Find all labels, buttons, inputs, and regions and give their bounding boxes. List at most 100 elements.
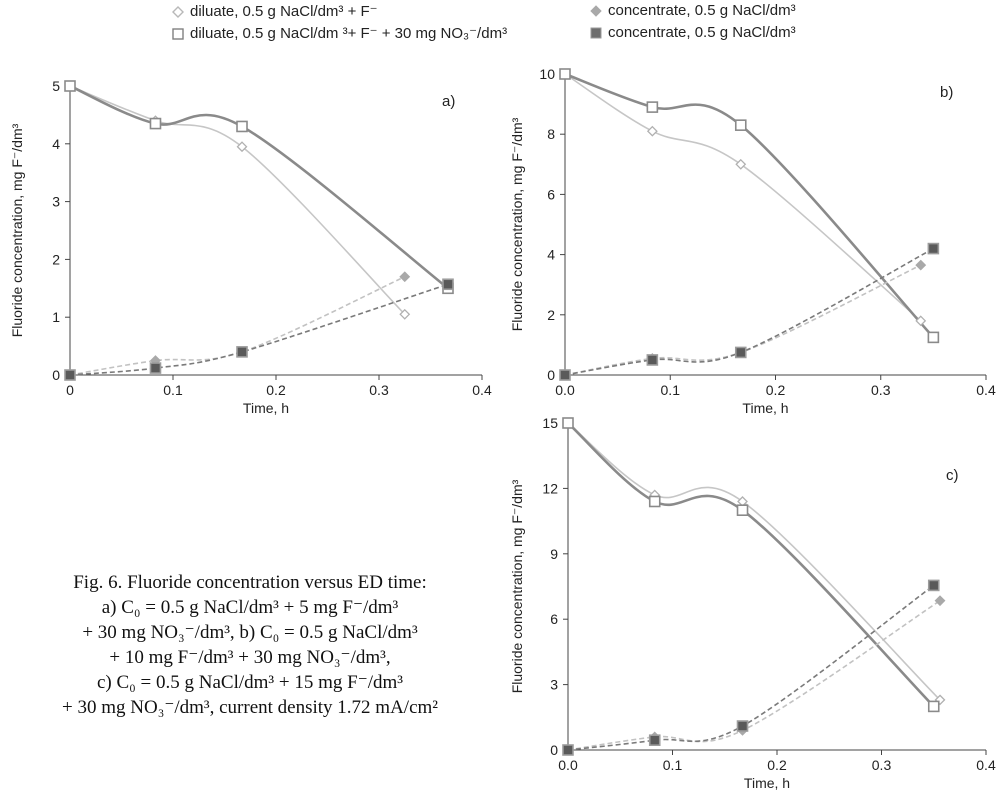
- x-tick-label: 0.2: [767, 757, 787, 773]
- caption-line: c) C₀ = 0.5 g NaCl/dm³ + 15 mg F⁻/dm³: [97, 672, 403, 693]
- y-tick-label: 6: [547, 186, 555, 202]
- caption-line: + 30 mg NO₃⁻/dm³, b) C₀ = 0.5 g NaCl/dm³: [82, 622, 418, 643]
- x-tick-label: 0.1: [163, 382, 183, 398]
- legend-label: diluate, 0.5 g NaCl/dm ³+ F⁻ + 30 mg NO₃…: [190, 25, 508, 42]
- data-point: [927, 700, 940, 713]
- series-line: [69, 85, 406, 315]
- data-point: [562, 744, 574, 756]
- data-point: [648, 734, 661, 746]
- legend-label: concentrate, 0.5 g NaCl/dm³: [608, 2, 796, 19]
- data-point: [236, 141, 248, 153]
- data-point: [64, 369, 76, 381]
- data-point: [934, 595, 946, 607]
- y-tick-label: 15: [542, 415, 558, 431]
- chart-panel-b: 0.0 0.1 0.2 0.3 0.4 0 2 4 6 8 10 Time, h Fluoride co…: [500, 50, 1001, 416]
- data-point: [399, 308, 411, 320]
- y-tick-label: 2: [52, 251, 60, 267]
- data-point: [399, 271, 411, 283]
- y-tick-label: 4: [52, 136, 60, 152]
- chart-panel-a: 0 0.1 0.2 0.3 0.4 0 1 2 3 4 5 Time, h Fluoride conce…: [0, 50, 500, 416]
- chart-a-svg: 0 0.1 0.2 0.3 0.4 0 1 2 3 4 5 Time, h Fluoride conce…: [9, 78, 492, 416]
- y-tick-label: 4: [547, 247, 555, 263]
- y-tick-label: 2: [547, 307, 555, 323]
- y-tick-label: 12: [542, 480, 558, 496]
- data-point: [915, 315, 927, 327]
- data-point: [735, 158, 747, 170]
- series-line: [69, 283, 449, 376]
- legend-item-concentrate-nitrate: concentrate, 0.5 g NaCl/dm³: [590, 24, 796, 41]
- chart-c-svg: 0.0 0.1 0.2 0.3 0.4 0 3 6 9 12 15 Time, h Fluoride c…: [509, 415, 996, 791]
- x-tick-label: 0.2: [266, 382, 286, 398]
- y-tick-label: 10: [539, 66, 555, 82]
- y-tick-label: 6: [550, 611, 558, 627]
- data-point: [736, 720, 749, 732]
- y-axis-label: Fluoride concentration, mg F⁻/dm³: [9, 123, 25, 337]
- data-point: [646, 101, 659, 113]
- x-axis-label: Time, h: [742, 400, 788, 416]
- legend-item-diluate: diluate, 0.5 g NaCl/dm³ + F⁻: [172, 2, 378, 20]
- data-point: [559, 369, 571, 381]
- x-tick-label: 0.1: [661, 382, 681, 398]
- data-point: [149, 117, 162, 130]
- caption-line: Fig. 6. Fluoride concentration versus ED…: [73, 572, 427, 593]
- series-line: [567, 422, 935, 708]
- data-point: [648, 495, 661, 508]
- x-tick-label: 0.4: [472, 382, 492, 398]
- y-tick-label: 0: [547, 367, 555, 383]
- data-point: [927, 242, 940, 255]
- x-axis-label: Time, h: [243, 400, 289, 416]
- x-tick-label: 0.3: [871, 382, 891, 398]
- data-point: [927, 331, 940, 344]
- panel-label: b): [940, 84, 953, 101]
- caption-line: a) C₀ = 0.5 g NaCl/dm³ + 5 mg F⁻/dm³: [101, 597, 399, 618]
- y-tick-label: 0: [52, 367, 60, 383]
- data-point: [646, 125, 658, 137]
- data-point: [736, 504, 749, 516]
- series-line: [564, 72, 935, 339]
- series-line: [567, 600, 941, 751]
- data-point: [927, 579, 940, 592]
- legend-item-concentrate: concentrate, 0.5 g NaCl/dm³: [590, 2, 796, 19]
- caption-line: + 10 mg F⁻/dm³ + 30 mg NO₃⁻/dm³,: [109, 647, 391, 668]
- x-tick-label: 0.0: [555, 382, 575, 398]
- data-point: [559, 68, 571, 80]
- data-point: [64, 80, 76, 92]
- x-tick-label: 0.2: [766, 382, 786, 398]
- y-tick-label: 1: [52, 309, 60, 325]
- figure-caption: Fig. 6. Fluoride concentration versus ED…: [0, 570, 500, 720]
- data-point: [236, 346, 248, 358]
- panel-label: a): [442, 93, 455, 110]
- filled-diamond-icon: [590, 5, 602, 17]
- x-tick-label: 0.0: [558, 757, 578, 773]
- x-tick-label: 0.4: [976, 757, 996, 773]
- data-point: [915, 259, 927, 271]
- chart-b-svg: 0.0 0.1 0.2 0.3 0.4 0 2 4 6 8 10 Time, h Fluoride co…: [509, 66, 996, 416]
- data-point: [149, 362, 162, 374]
- y-axis-label: Fluoride concentration, mg F⁻/dm³: [509, 117, 525, 331]
- series-line: [567, 584, 935, 751]
- data-point: [734, 346, 747, 359]
- x-tick-label: 0.4: [976, 382, 996, 398]
- caption-line: + 30 mg NO₃⁻/dm³, current density 1.72 m…: [62, 697, 438, 718]
- series-line: [564, 73, 922, 322]
- series-line: [567, 422, 941, 701]
- x-axis-label: Time, h: [744, 775, 790, 791]
- panel-label: c): [946, 467, 959, 484]
- open-diamond-icon: [172, 6, 184, 19]
- series-line: [564, 264, 922, 376]
- data-point: [646, 354, 659, 366]
- y-tick-label: 5: [52, 78, 60, 94]
- x-tick-label: 0: [66, 382, 74, 398]
- y-tick-label: 3: [550, 677, 558, 693]
- filled-square-icon: [590, 27, 602, 39]
- data-point: [442, 278, 454, 291]
- series-line: [564, 247, 934, 376]
- legend-label: diluate, 0.5 g NaCl/dm³ + F⁻: [190, 3, 378, 20]
- x-tick-label: 0.1: [663, 757, 683, 773]
- data-point: [734, 119, 747, 131]
- y-tick-label: 9: [550, 546, 558, 562]
- legend-label: concentrate, 0.5 g NaCl/dm³: [608, 24, 796, 41]
- chart-panel-c: 0.0 0.1 0.2 0.3 0.4 0 3 6 9 12 15 Time, h Fluoride c…: [500, 410, 1001, 804]
- y-axis-label: Fluoride concentration, mg F⁻/dm³: [509, 479, 525, 693]
- y-tick-label: 3: [52, 194, 60, 210]
